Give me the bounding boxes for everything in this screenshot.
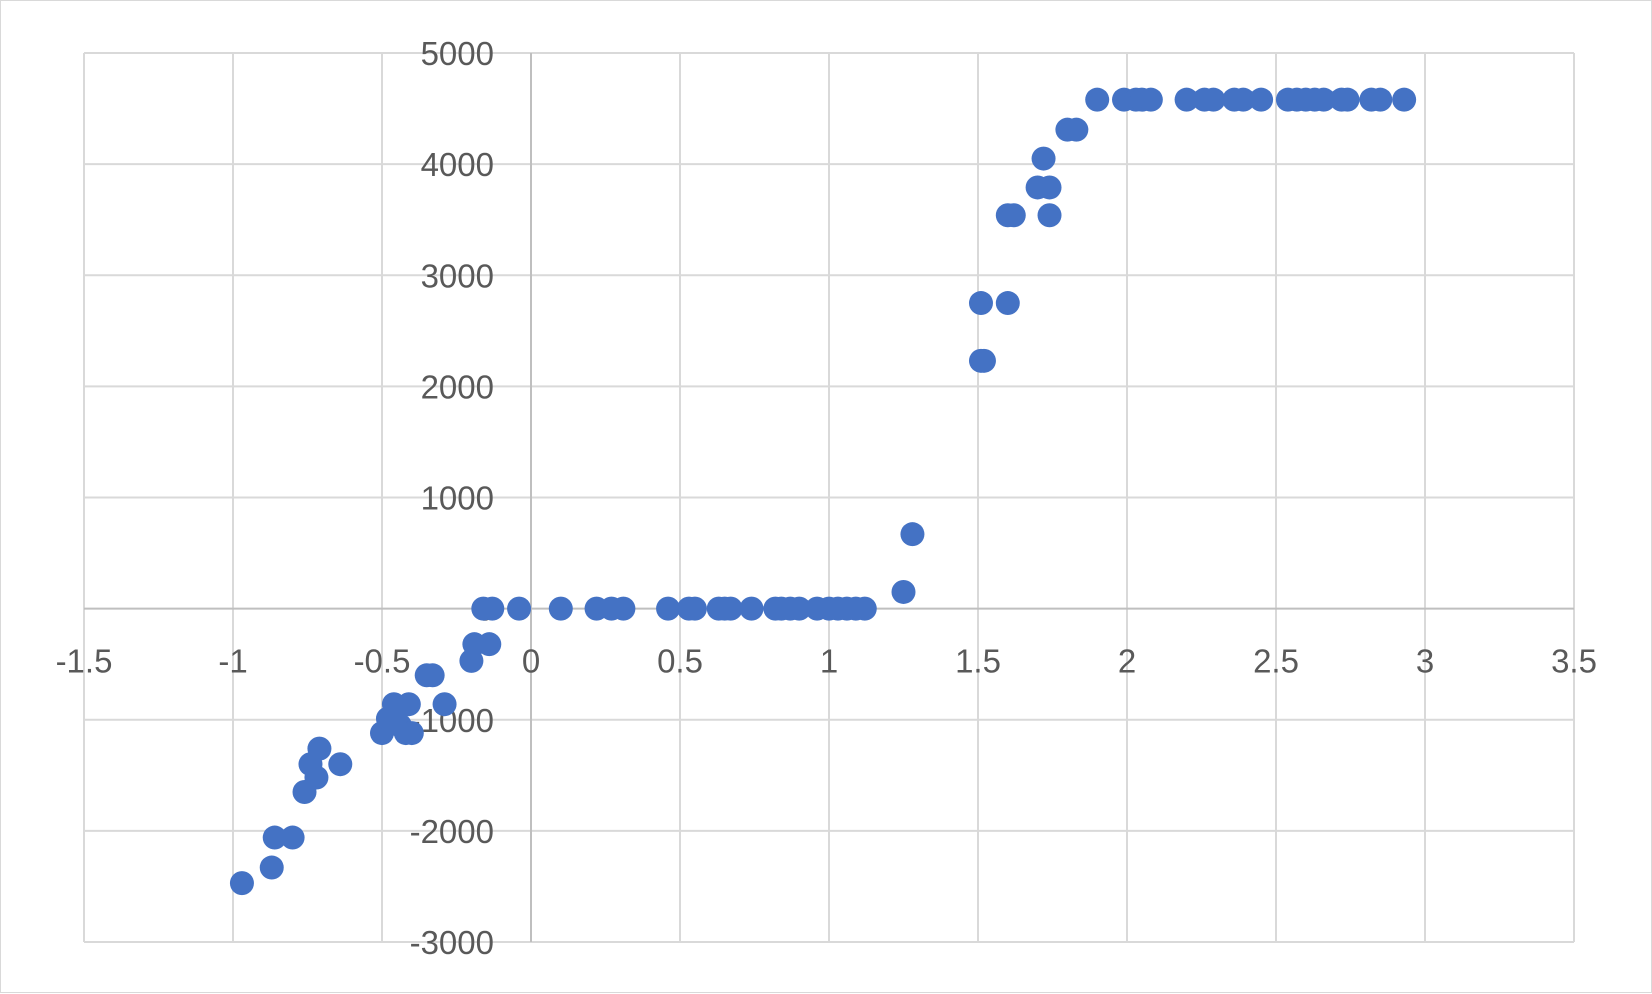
data-point [420, 663, 445, 688]
data-point [718, 596, 743, 621]
data-point [307, 736, 332, 761]
data-point [304, 765, 329, 790]
data-point [1031, 146, 1056, 171]
x-tick-label: 0 [522, 643, 540, 680]
data-point [1368, 87, 1393, 112]
x-tick-label: -1.5 [56, 643, 113, 680]
data-point [891, 579, 916, 604]
data-point [432, 692, 457, 717]
data-point [656, 596, 681, 621]
data-point [262, 825, 287, 850]
data-point [787, 596, 812, 621]
gridlines [83, 52, 1575, 943]
tick-labels: -1.5 -1 -0.5 0 0.5 1 1.5 2 2.5 3 3.5-3000-2000-100… [56, 35, 1597, 961]
data-point [399, 721, 424, 746]
y-tick-label: -3000 [410, 924, 494, 961]
x-tick-label: -0.5 [354, 643, 411, 680]
data-point [739, 596, 764, 621]
data-point [1064, 117, 1089, 142]
y-tick-label: -2000 [410, 813, 494, 850]
data-point [971, 348, 996, 373]
data-point [995, 291, 1020, 316]
data-point [1001, 203, 1026, 228]
x-tick-label: -1 [218, 643, 247, 680]
x-tick-label: 2 [1118, 643, 1136, 680]
data-point [1392, 87, 1417, 112]
x-tick-label: 1 [820, 643, 838, 680]
data-point [259, 855, 284, 880]
x-tick-label: 2.5 [1253, 643, 1299, 680]
data-point [548, 596, 573, 621]
data-point [1201, 87, 1226, 112]
data-point [477, 632, 502, 657]
y-tick-label: 5000 [421, 35, 494, 72]
data-point [1174, 87, 1199, 112]
data-point [900, 522, 925, 547]
y-tick-label: 1000 [421, 480, 494, 517]
y-tick-label: 2000 [421, 368, 494, 405]
data-point [852, 596, 877, 621]
data-point [1335, 87, 1360, 112]
x-tick-label: 3.5 [1551, 643, 1597, 680]
data-points [229, 87, 1417, 896]
data-point [328, 752, 353, 777]
x-tick-label: 1.5 [955, 643, 1001, 680]
data-point [968, 291, 993, 316]
data-point [1249, 87, 1274, 112]
data-point [1085, 87, 1110, 112]
data-point [1311, 87, 1336, 112]
y-tick-label: 3000 [421, 257, 494, 294]
data-point [1231, 87, 1256, 112]
data-point [396, 692, 421, 717]
x-tick-label: 3 [1416, 643, 1434, 680]
data-point [1138, 87, 1163, 112]
data-point [507, 596, 532, 621]
x-tick-label: 0.5 [657, 643, 703, 680]
data-point [480, 596, 505, 621]
data-point [1037, 175, 1062, 200]
y-tick-label: 4000 [421, 146, 494, 183]
data-point [1037, 203, 1062, 228]
data-point [280, 825, 305, 850]
data-point [611, 596, 636, 621]
data-point [682, 596, 707, 621]
data-point [229, 871, 254, 896]
